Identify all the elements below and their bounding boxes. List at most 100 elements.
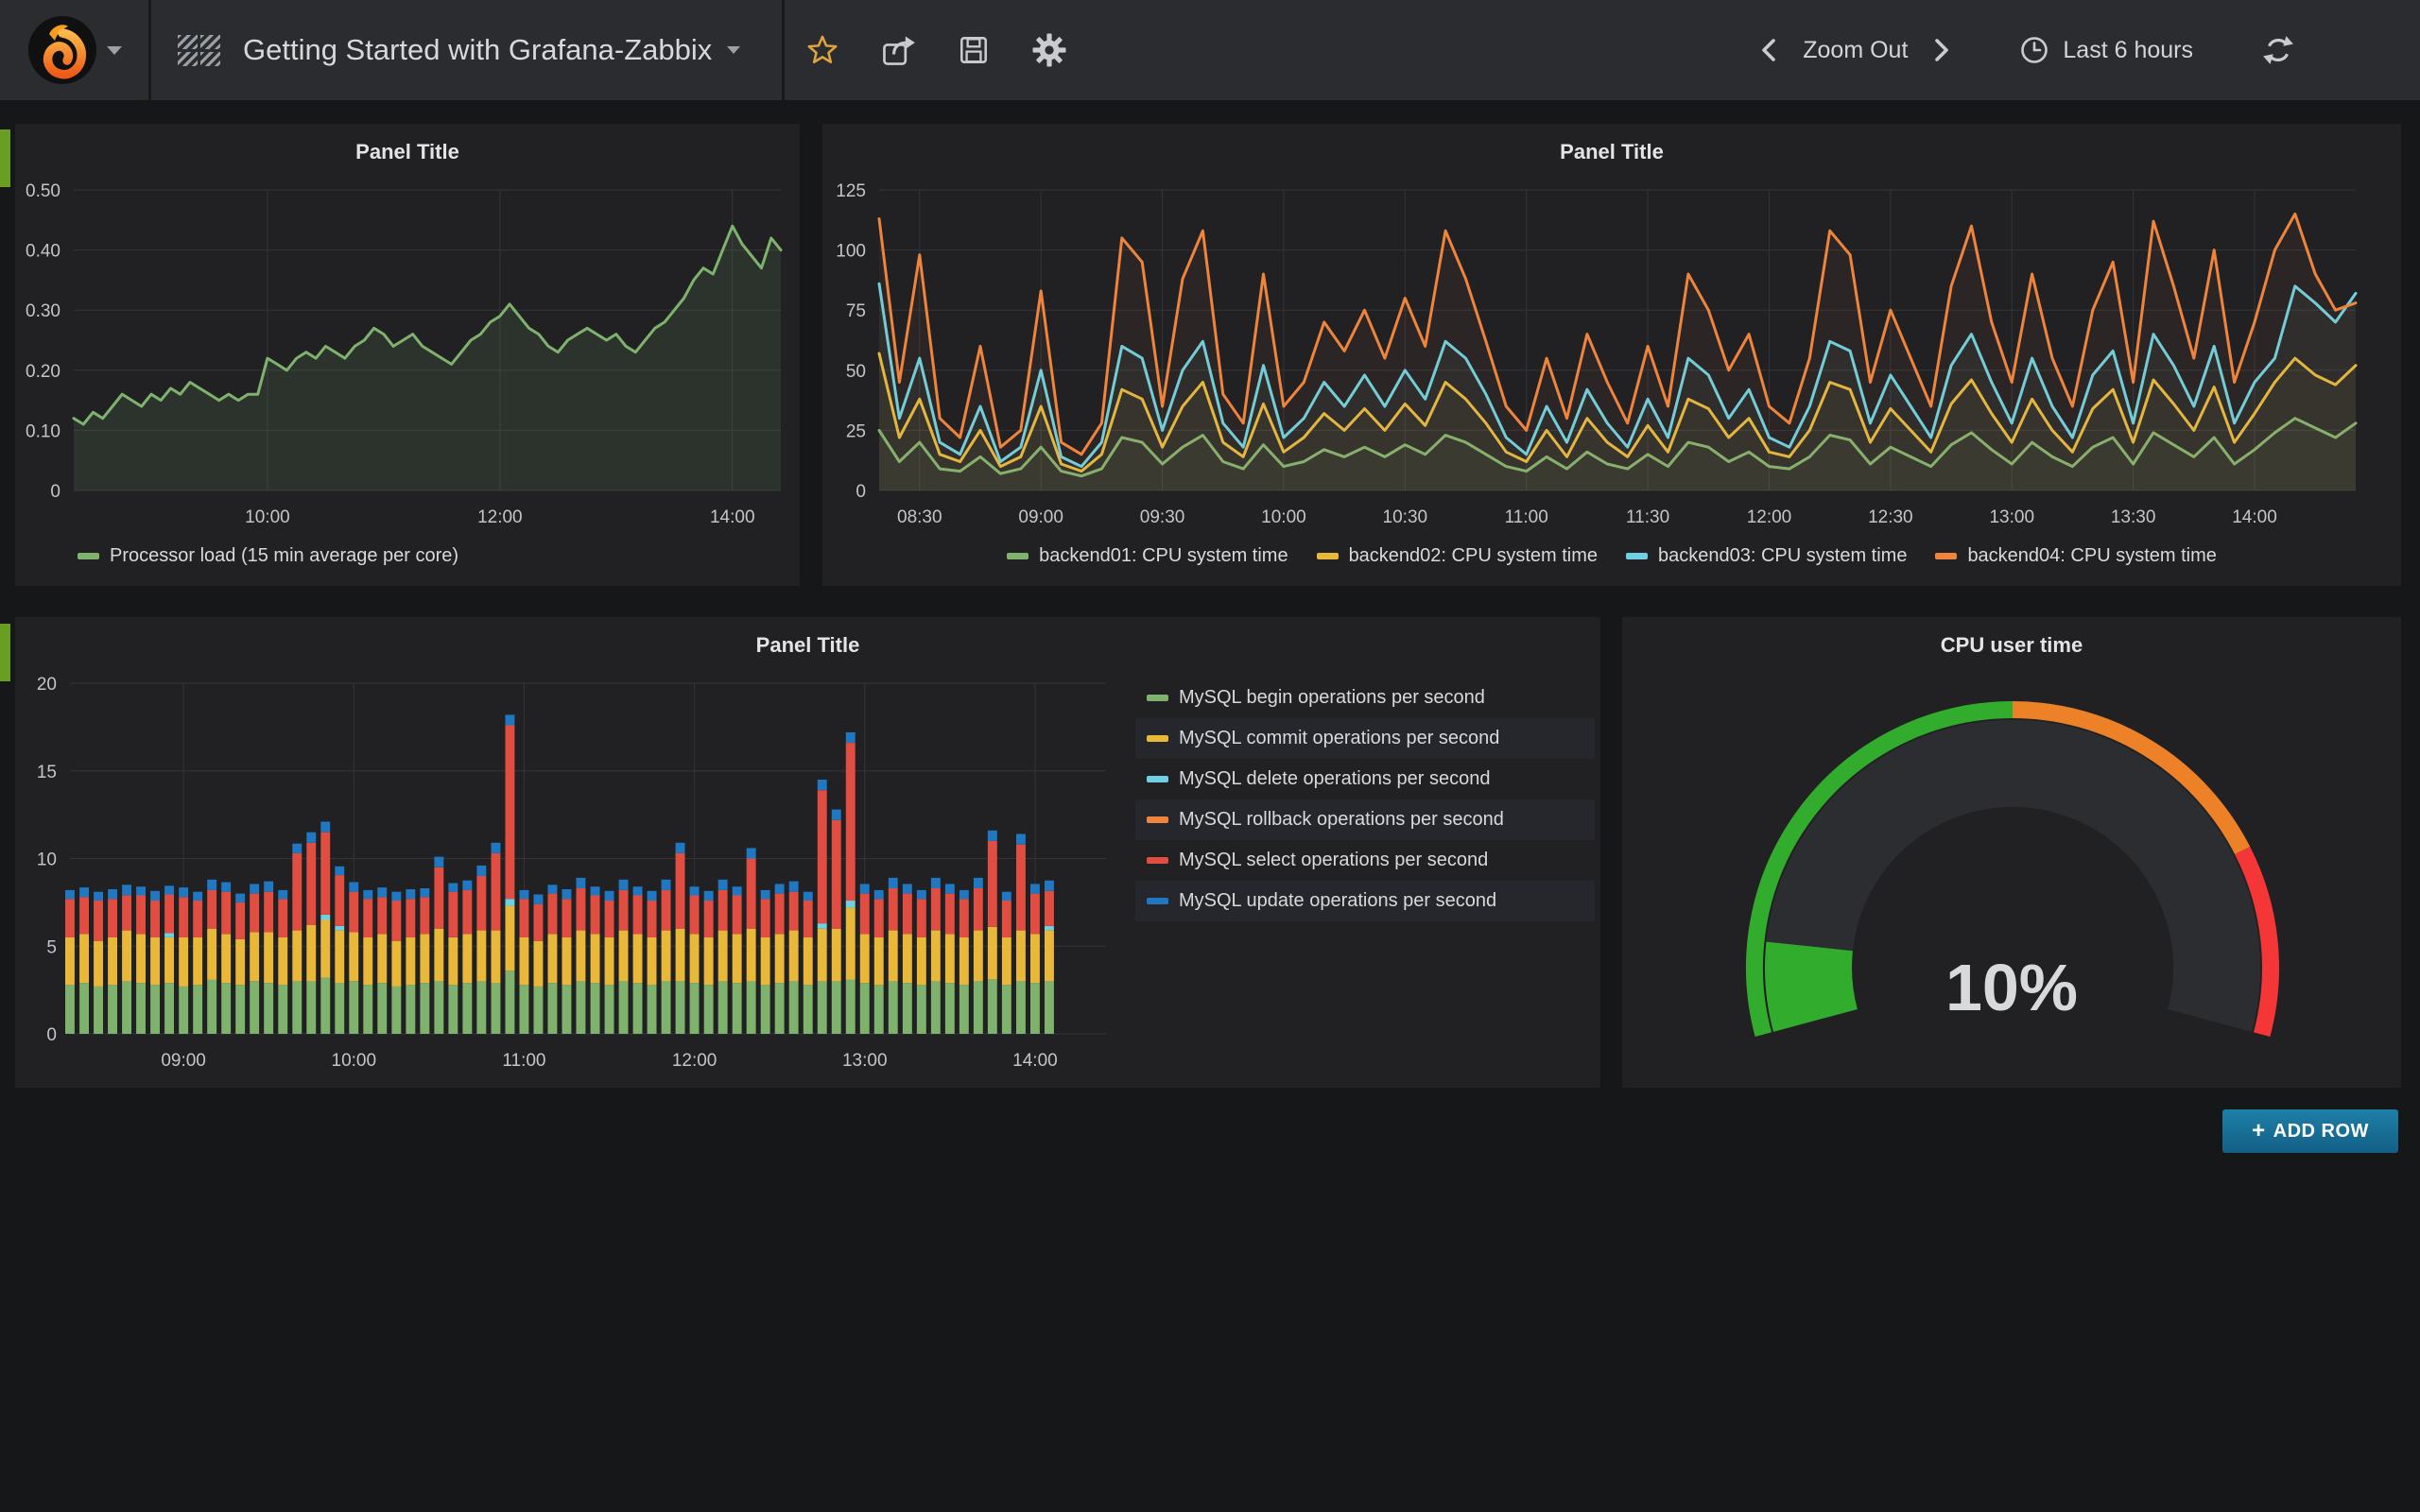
row-toggle-handle[interactable]	[0, 624, 10, 681]
svg-text:0.10: 0.10	[26, 421, 60, 441]
svg-text:09:00: 09:00	[1018, 507, 1063, 527]
panel-title[interactable]: Panel Title	[15, 124, 800, 177]
chevron-left-icon	[1759, 34, 1778, 66]
svg-text:11:00: 11:00	[1505, 507, 1548, 527]
svg-text:09:00: 09:00	[161, 1051, 206, 1071]
legend-swatch-icon	[1935, 553, 1957, 559]
svg-text:0: 0	[46, 1025, 57, 1045]
svg-text:11:30: 11:30	[1626, 507, 1669, 527]
time-shift-back-button[interactable]	[1748, 0, 1789, 100]
svg-text:12:30: 12:30	[1868, 507, 1913, 527]
svg-text:100: 100	[836, 242, 866, 262]
legend-swatch-icon	[1147, 776, 1168, 782]
share-icon	[880, 32, 916, 68]
legend-item[interactable]: backend03: CPU system time	[1626, 545, 1907, 567]
svg-text:13:00: 13:00	[842, 1051, 888, 1071]
add-row-label: ADD ROW	[2273, 1121, 2369, 1143]
svg-text:20: 20	[37, 675, 57, 695]
gear-icon	[1031, 32, 1067, 68]
svg-text:10:00: 10:00	[332, 1051, 377, 1071]
dashboard-title: Getting Started with Grafana-Zabbix	[243, 33, 712, 67]
save-button[interactable]	[936, 0, 1011, 100]
refresh-button[interactable]	[2250, 0, 2307, 100]
svg-text:5: 5	[46, 937, 57, 957]
svg-text:09:30: 09:30	[1140, 507, 1185, 527]
legend-item[interactable]: backend04: CPU system time	[1935, 545, 2216, 567]
chevron-down-icon	[727, 46, 740, 54]
refresh-icon	[2261, 33, 2295, 67]
legend-swatch-icon	[1147, 816, 1168, 823]
legend-swatch-icon	[1626, 553, 1648, 559]
panel-cpu-user-time: CPU user time 10%	[1622, 617, 2401, 1088]
legend-item[interactable]: backend01: CPU system time	[1007, 545, 1288, 567]
panel-cpu-system-time: Panel Title 08:3009:0009:3010:0010:3011:…	[822, 124, 2401, 586]
legend-item[interactable]: MySQL update operations per second	[1135, 881, 1595, 921]
panel-title[interactable]: Panel Title	[822, 124, 2401, 177]
svg-text:12:00: 12:00	[672, 1051, 717, 1071]
grafana-logo-icon	[27, 15, 97, 85]
zoom-out-label: Zoom Out	[1803, 37, 1908, 64]
time-controls: Zoom Out Last 6 hours	[1748, 0, 2420, 100]
chevron-down-icon	[107, 46, 122, 55]
svg-text:0: 0	[856, 482, 866, 502]
legend-item[interactable]: Processor load (15 min average per core)	[78, 545, 458, 567]
svg-text:50: 50	[846, 362, 866, 382]
svg-text:10:00: 10:00	[1261, 507, 1306, 527]
plus-icon: +	[2252, 1120, 2266, 1143]
row-toggle-handle[interactable]	[0, 129, 10, 187]
panel-processor-load: Panel Title 10:0012:0014:0000.100.200.30…	[15, 124, 800, 586]
legend-label: backend02: CPU system time	[1349, 545, 1598, 567]
star-button[interactable]	[785, 0, 860, 100]
svg-text:13:30: 13:30	[2111, 507, 2156, 527]
svg-text:0.30: 0.30	[26, 301, 60, 321]
chart-plot-area[interactable]: 10:0012:0014:0000.100.200.300.400.50	[25, 179, 790, 557]
legend-swatch-icon	[1007, 553, 1028, 559]
svg-text:25: 25	[846, 421, 866, 441]
time-range-picker-button[interactable]: Last 6 hours	[2006, 35, 2206, 65]
time-range-label: Last 6 hours	[2063, 37, 2193, 64]
dashboard-grid-icon	[178, 35, 220, 66]
legend-swatch-icon	[1147, 735, 1168, 742]
navbar: Getting Started with Grafana-Zabbix	[0, 0, 2420, 100]
svg-text:14:00: 14:00	[2232, 507, 2277, 527]
svg-text:13:00: 13:00	[1989, 507, 2034, 527]
svg-text:15: 15	[37, 763, 57, 782]
zoom-out-button[interactable]: Zoom Out	[1789, 37, 1921, 64]
chevron-right-icon	[1932, 34, 1951, 66]
svg-text:0.20: 0.20	[26, 362, 60, 382]
legend-item[interactable]: MySQL begin operations per second	[1135, 678, 1595, 718]
legend-item[interactable]: MySQL rollback operations per second	[1135, 799, 1595, 840]
svg-text:125: 125	[836, 181, 866, 201]
legend-item[interactable]: MySQL select operations per second	[1135, 840, 1595, 881]
legend-swatch-icon	[1147, 857, 1168, 864]
panel-title[interactable]: Panel Title	[15, 617, 1600, 670]
chart-legend: Processor load (15 min average per core)	[78, 545, 458, 567]
add-row-button[interactable]: + ADD ROW	[2222, 1109, 2398, 1153]
svg-text:0: 0	[50, 482, 60, 502]
panel-mysql-operations: Panel Title 09:00 10:00 11:00 12:00 13:00 14:…	[15, 617, 1600, 1088]
svg-text:14:00: 14:00	[1012, 1051, 1058, 1071]
legend-item[interactable]: backend02: CPU system time	[1317, 545, 1598, 567]
settings-button[interactable]	[1011, 0, 1087, 100]
legend-swatch-icon	[1147, 695, 1168, 701]
legend-label: MySQL delete operations per second	[1179, 768, 1490, 790]
legend-item[interactable]: MySQL delete operations per second	[1135, 759, 1595, 799]
legend-item[interactable]: MySQL commit operations per second	[1135, 718, 1595, 759]
svg-text:75: 75	[846, 301, 866, 321]
legend-label: backend04: CPU system time	[1967, 545, 2216, 567]
share-button[interactable]	[860, 0, 936, 100]
grafana-main-menu[interactable]	[0, 0, 151, 100]
chart-plot-area[interactable]: 09:00 10:00 11:00 12:00 13:00 14:00 0 5 10 15 20	[23, 672, 1119, 1107]
legend-swatch-icon	[1317, 553, 1339, 559]
dashboard-title-dropdown[interactable]: Getting Started with Grafana-Zabbix	[237, 32, 746, 68]
svg-text:0.40: 0.40	[26, 242, 60, 262]
svg-text:0.50: 0.50	[26, 181, 60, 201]
gauge-value: 10%	[1622, 950, 2401, 1025]
svg-text:11:00: 11:00	[502, 1051, 545, 1071]
chart-plot-area[interactable]: 08:3009:0009:3010:0010:3011:0011:3012:00…	[830, 179, 2390, 557]
svg-text:10: 10	[37, 850, 57, 870]
time-shift-forward-button[interactable]	[1921, 0, 1962, 100]
legend-label: MySQL commit operations per second	[1179, 728, 1499, 749]
legend-label: MySQL update operations per second	[1179, 890, 1496, 912]
save-icon	[957, 33, 991, 67]
